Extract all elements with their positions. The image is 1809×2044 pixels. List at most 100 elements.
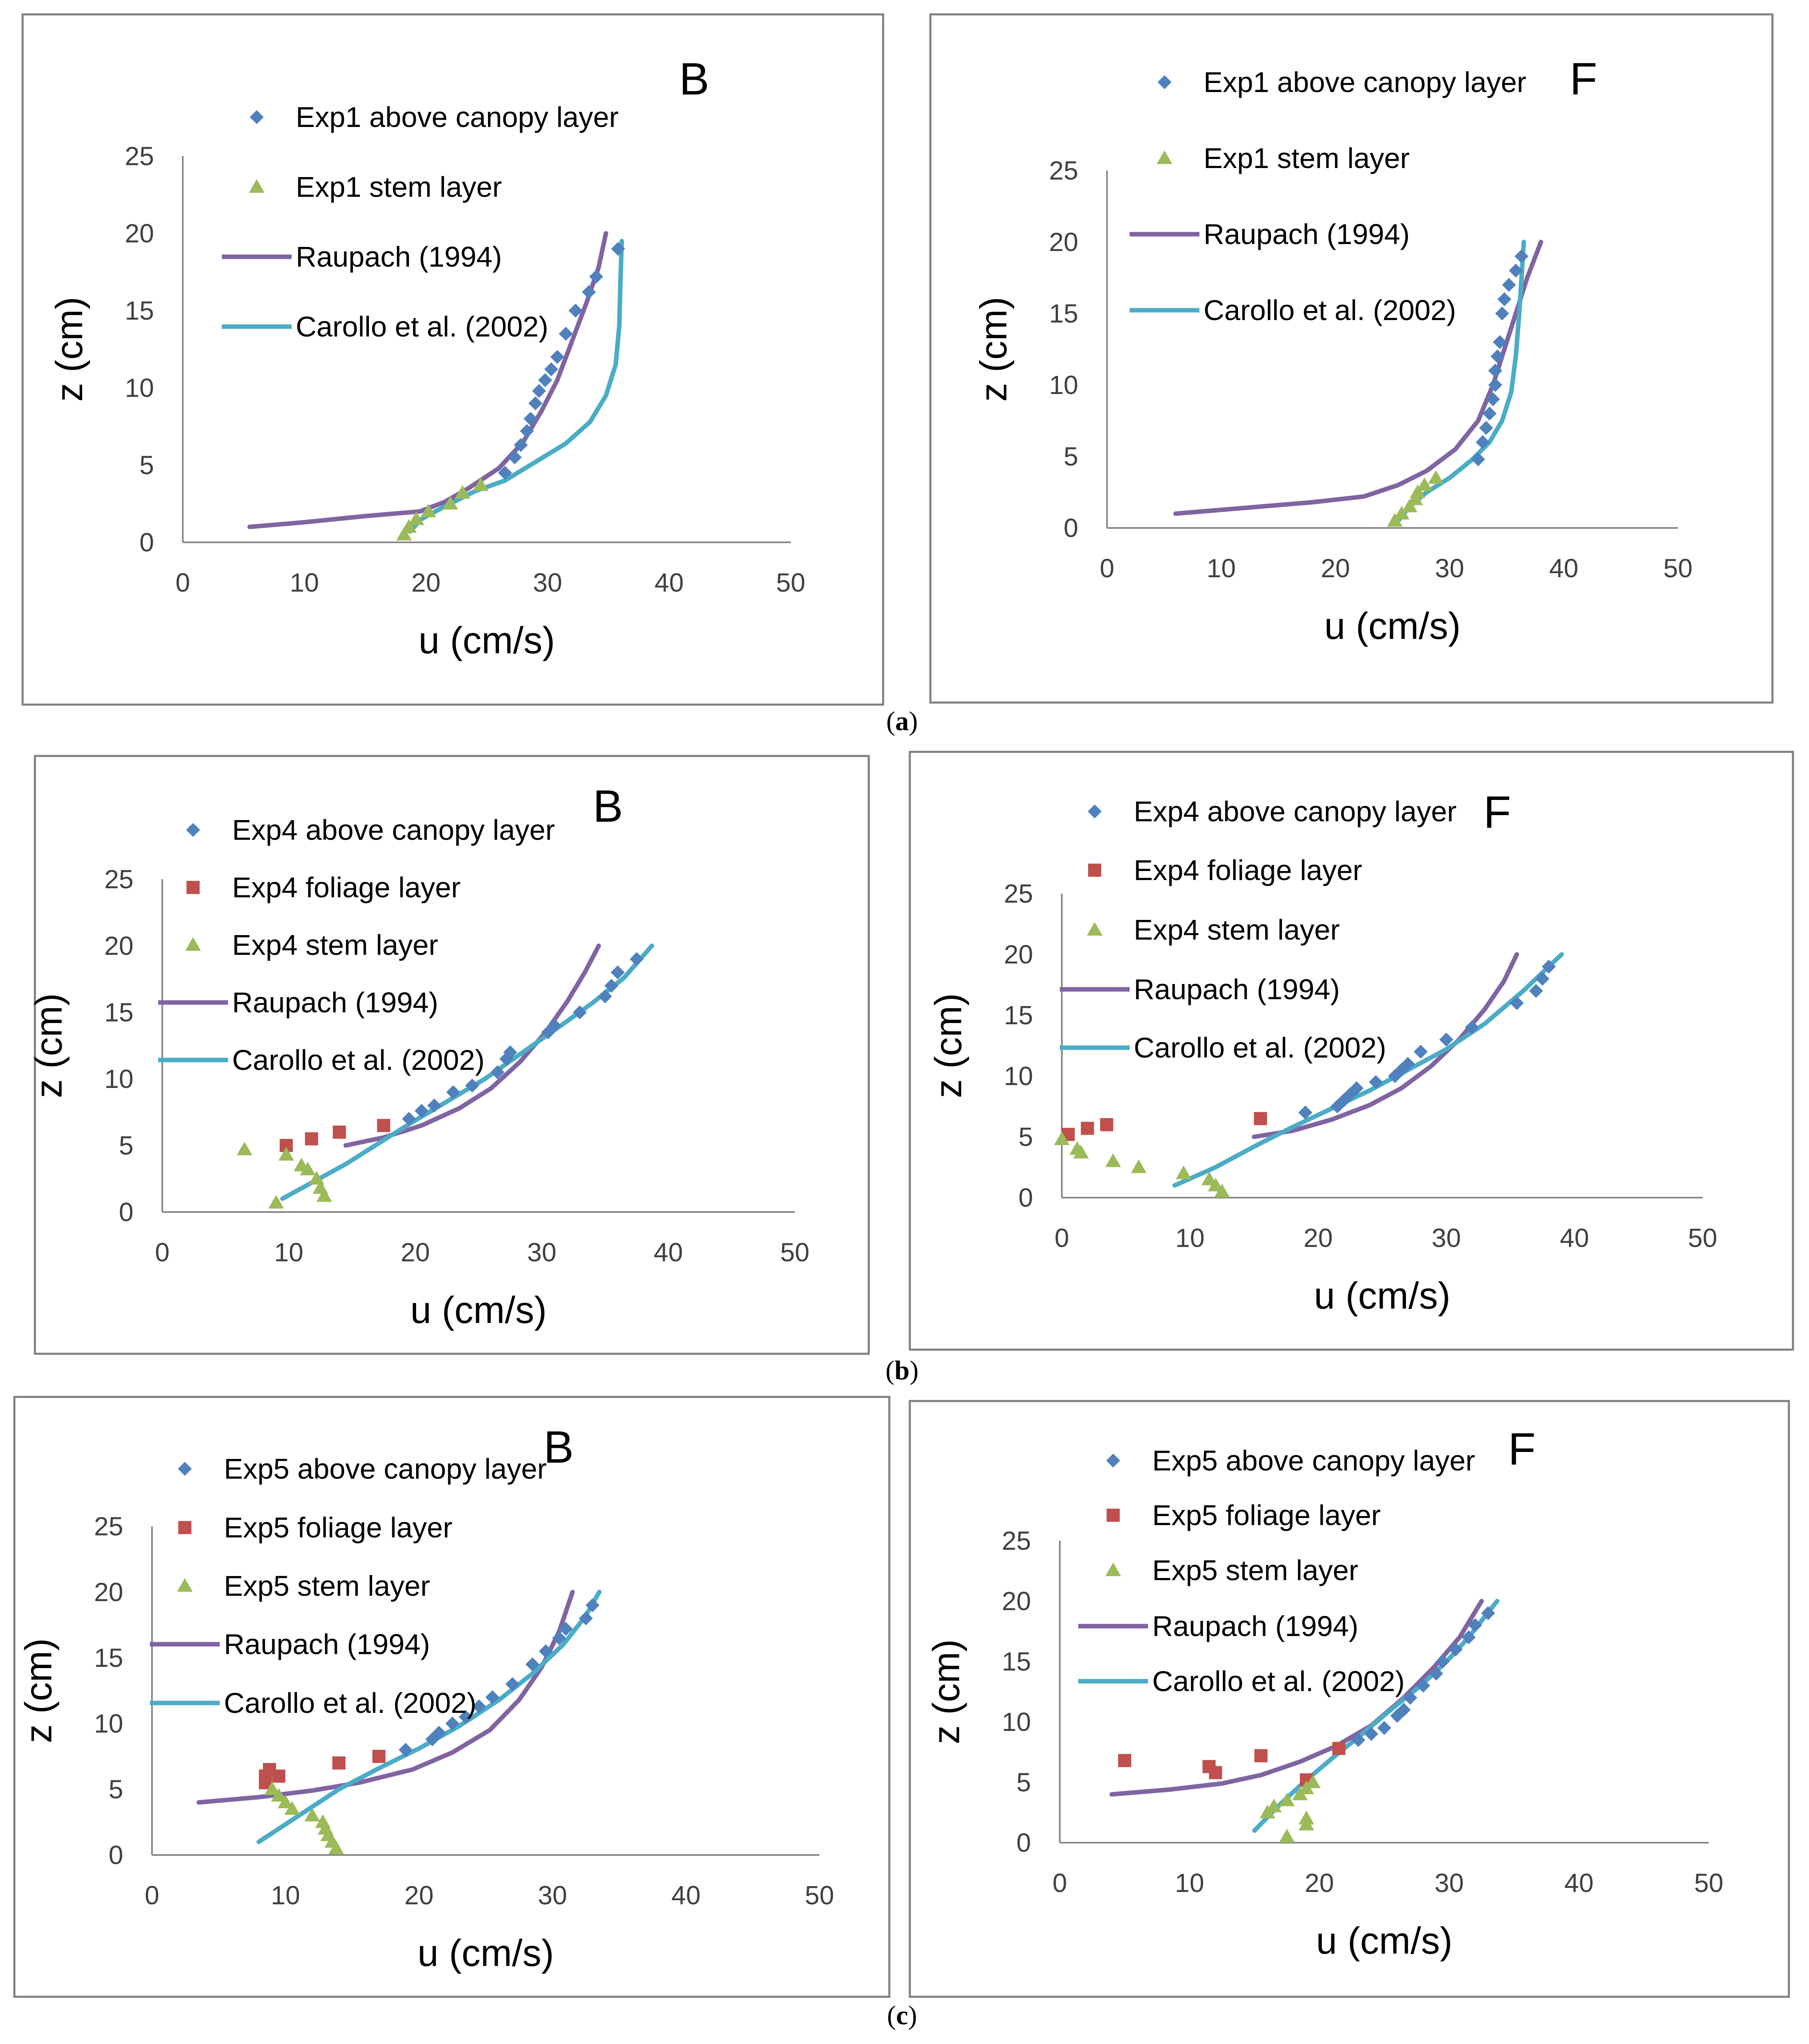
caption-b: (b) [886,1355,919,1385]
data-point-stem [1402,498,1418,513]
data-point-above [630,952,644,966]
legend-item-stem: Exp5 stem layer [1105,1554,1358,1586]
caption-letter: b [895,1355,910,1385]
x-tick-label: 30 [1435,553,1464,583]
x-tick-label: 50 [776,568,805,597]
y-tick-label: 15 [94,1643,123,1673]
legend-item-raupach: Raupach (1994) [222,241,502,273]
data-point-above [1471,452,1485,466]
caption-close-paren: ) [909,706,918,736]
series-above [1351,1606,1495,1747]
y-tick-label: 5 [1016,1767,1031,1797]
data-point-stem [237,1141,253,1155]
data-point-above [1529,984,1543,998]
y-tick-label: 20 [1002,1586,1031,1616]
data-point-above [582,285,596,299]
legend-item-above: Exp1 above canopy layer [250,101,619,133]
chart-panel-a-B: 0 10 20 30 40 50 0 5 10 15 20 25 u (cm/s) z (cm) Exp1 … [21,13,884,706]
legend-label: Exp4 stem layer [1134,914,1340,946]
x-tick-label: 10 [1175,1223,1204,1253]
y-tick-label: 10 [94,1709,123,1738]
data-point-stem [1105,1153,1121,1167]
y-tick-label: 20 [104,931,133,961]
legend-item-above: Exp5 above canopy layer [178,1453,547,1485]
x-tick-label: 20 [1321,553,1350,583]
legend-marker [1107,1509,1120,1522]
legend-item-raupach: Raupach (1994) [150,1628,430,1660]
chart-panel-b-B: 0 10 20 30 40 50 0 5 10 15 20 25 u (cm/s) z (cm) Exp4 … [28,755,870,1355]
legend-item-foliage: Exp5 foliage layer [1107,1499,1381,1531]
legend-label: Exp5 above canopy layer [224,1453,547,1485]
caption-letter: a [895,706,909,736]
data-point-above [568,304,583,318]
x-tick-label: 50 [805,1880,834,1910]
legend-label: Raupach (1994) [1204,218,1410,250]
legend-label: Exp4 stem layer [232,929,438,961]
caption-letter: c [896,2000,908,2030]
data-point-above [414,1104,429,1118]
data-point-foliage [1081,1122,1094,1135]
data-point-above [432,1726,446,1740]
y-tick-label: 10 [1002,1707,1031,1737]
x-tick-label: 20 [404,1880,433,1910]
data-point-stem [264,1781,280,1795]
legend-label: Raupach (1994) [232,986,438,1019]
data-point-above [610,965,625,979]
legend-marker [250,110,264,124]
data-point-above [1535,972,1549,986]
data-point-above [559,1622,573,1636]
y-tick-label: 0 [1018,1183,1033,1212]
legend-item-carollo: Carollo et al. (2002) [158,1044,485,1076]
y-tick-label: 0 [1063,513,1078,543]
data-point-above [525,1657,540,1671]
series-line-carollo [1172,952,1564,1188]
data-point-above [1439,1032,1453,1047]
data-point-stem [1054,1131,1070,1145]
data-point-stem [316,1188,332,1202]
series-stem [237,1141,332,1209]
legend-label: Raupach (1994) [1152,1610,1358,1642]
legend-label: Exp1 stem layer [296,171,502,203]
data-point-stem [442,496,458,510]
y-tick-label: 0 [1016,1828,1031,1857]
data-point-stem [396,527,412,541]
y-axis-title: z (cm) [48,297,90,401]
series-above [1298,959,1556,1120]
x-tick-label: 50 [780,1237,809,1267]
legend-label: Carollo et al. (2002) [232,1044,485,1076]
data-point-foliage [1100,1118,1114,1131]
caption-open-paren: ( [887,2000,896,2030]
legend-item-carollo: Carollo et al. (2002) [1078,1665,1405,1697]
data-point-above [402,1112,416,1126]
data-point-above [520,424,534,438]
y-tick-label: 0 [139,528,154,557]
legend-label: Exp4 foliage layer [1134,854,1362,886]
data-point-above [1448,1642,1463,1657]
y-tick-label: 15 [1049,299,1078,328]
x-tick-label: 0 [1054,1223,1069,1253]
chart-panel-c-B: 0 10 20 30 40 50 0 5 10 15 20 25 u (cm/s) z (cm) Exp5 … [13,1396,891,1998]
x-tick-label: 0 [1100,553,1114,583]
series-line-carollo [256,1590,602,1844]
data-point-above [1481,1606,1495,1620]
data-point-above [1397,1703,1411,1717]
x-tick-label: 40 [1560,1223,1589,1253]
x-tick-label: 40 [654,568,684,597]
data-point-above [472,1699,486,1714]
legend-item-foliage: Exp5 foliage layer [178,1512,452,1544]
panel-letter: B [679,54,709,104]
y-tick-label: 5 [1018,1122,1033,1152]
x-tick-label: 0 [175,568,190,597]
legend-label: Exp1 stem layer [1204,142,1410,174]
data-point-foliage [372,1750,386,1763]
data-point-above [1542,959,1556,974]
y-tick-label: 25 [1049,156,1078,185]
data-point-above [513,438,528,452]
caption-c: (c) [887,2000,917,2030]
data-point-above [490,1065,505,1079]
data-point-stem [278,1795,293,1809]
x-tick-label: 10 [1175,1868,1204,1898]
x-tick-label: 20 [411,568,440,597]
y-tick-label: 15 [125,296,154,325]
data-point-above [446,1085,460,1099]
